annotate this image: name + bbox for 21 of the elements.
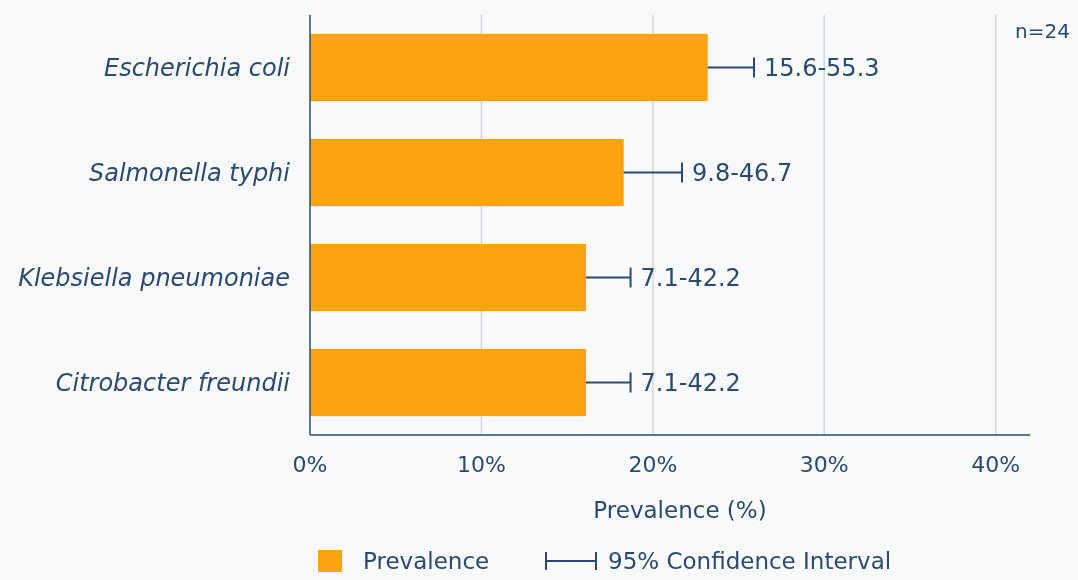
legend-label: Prevalence [363, 548, 490, 575]
x-tick-label: 40% [971, 452, 1021, 477]
x-tick-label: 20% [628, 452, 678, 477]
x-tick-label: 10% [456, 452, 506, 477]
data-label: 9.8-46.7 [692, 158, 793, 187]
y-tick-label: Salmonella typhi [88, 158, 291, 187]
text: 95% Confidence Interval [608, 548, 892, 575]
data-label: 7.1-42.2 [640, 368, 741, 397]
x-tick-label: 30% [799, 452, 849, 477]
y-tick-label: Klebsiella pneumoniae [18, 263, 290, 292]
x-tick-label: 0% [292, 452, 328, 477]
data-label: 7.1-42.2 [640, 263, 741, 292]
x-axis-title: Prevalence (%) [593, 497, 767, 523]
y-tick-label: Citrobacter freundii [55, 368, 291, 397]
bar [310, 33, 708, 102]
y-tick-label: Escherichia coli [104, 53, 291, 82]
bar [310, 348, 586, 417]
data-label: 15.6-55.3 [764, 53, 880, 82]
annotation: n=24 [1015, 19, 1070, 43]
bar [310, 138, 624, 207]
bar [310, 243, 586, 312]
